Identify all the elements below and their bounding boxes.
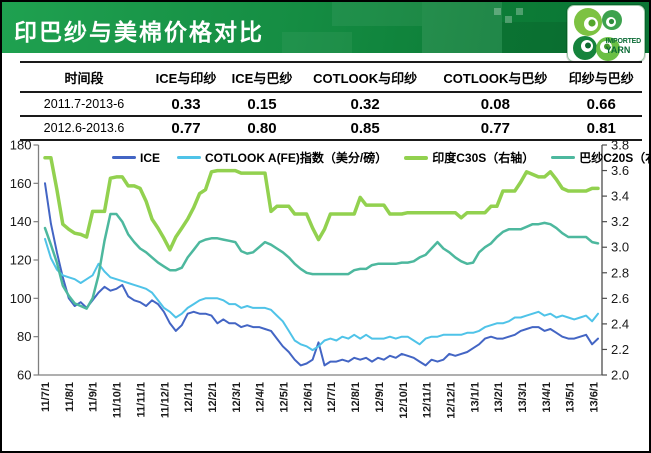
x-tick-label: 13/1/1 xyxy=(469,382,481,413)
x-tick-label: 12/8/1 xyxy=(350,382,362,413)
x-tick-label: 11/11/1 xyxy=(135,382,147,418)
chart-legend: ICE COTLOOK A(FE)指数（美分/磅） 印度C30S（右轴） 巴纱C20S… xyxy=(112,149,649,166)
series-right xyxy=(43,156,600,252)
header-dot xyxy=(516,8,523,15)
x-tick-label: 13/4/1 xyxy=(541,382,553,413)
right-tick-label: 2.4 xyxy=(611,316,629,331)
ratio-value-cell: 0.81 xyxy=(560,115,642,141)
legend-item: COTLOOK A(FE)指数（美分/磅） xyxy=(177,149,387,166)
legend-line-swatch xyxy=(404,155,429,160)
x-tick-label: 12/12/1 xyxy=(445,382,457,419)
x-tick-label: 12/4/1 xyxy=(255,382,267,413)
ratio-value-cell: 0.80 xyxy=(224,115,300,141)
right-tick-label: 2.6 xyxy=(611,291,629,306)
ratio-value-cell: 0.32 xyxy=(300,91,431,117)
ratio-value-cell: 0.66 xyxy=(560,91,642,117)
x-tick-label: 11/8/1 xyxy=(64,382,76,412)
legend-label: 印度C30S（右轴） xyxy=(432,151,535,165)
table-row: 2011.7-2013-6 0.33 0.15 0.32 0.08 0.66 xyxy=(20,91,642,117)
left-tick-label: 180 xyxy=(10,138,32,153)
x-tick-label: 12/3/1 xyxy=(231,382,243,413)
legend-item: 巴纱C20S（右轴） xyxy=(551,149,649,166)
table-header-cell: 印纱与巴纱 xyxy=(560,61,642,93)
right-tick-label: 3.2 xyxy=(611,214,629,229)
table-header-cell: 时间段 xyxy=(20,61,148,93)
right-tick-label: 3.6 xyxy=(611,163,629,178)
right-tick-label: 3.0 xyxy=(611,240,629,255)
table-header-row: 时间段 ICE与印纱 ICE与巴纱 COTLOOK与印纱 COTLOOK与巴纱 印纱与巴纱 xyxy=(20,61,642,93)
x-tick-label: 13/2/1 xyxy=(493,382,505,413)
x-tick-label: 11/12/1 xyxy=(159,382,171,418)
x-tick-label: 12/10/1 xyxy=(398,382,410,419)
legend-label: ICE xyxy=(140,150,161,165)
x-tick-label: 12/2/1 xyxy=(207,382,219,413)
left-tick-label: 140 xyxy=(10,214,32,229)
x-tick-label: 12/5/1 xyxy=(279,382,291,413)
x-tick-label: 11/10/1 xyxy=(112,382,124,418)
table-row: 2012.6-2013.6 0.77 0.80 0.85 0.77 0.81 xyxy=(20,115,642,141)
logo-text: IMPORTED YARN xyxy=(605,38,642,55)
header-mosaic xyxy=(332,2,422,26)
series-left xyxy=(44,182,599,367)
left-tick-label: 60 xyxy=(17,368,31,383)
x-tick-label: 12/6/1 xyxy=(302,382,314,413)
header-mosaic xyxy=(502,22,572,53)
x-tick-label: 12/1/1 xyxy=(183,382,195,413)
price-ratio-table: 时间段 ICE与印纱 ICE与巴纱 COTLOOK与印纱 COTLOOK与巴纱 印纱与巴纱… xyxy=(20,61,642,141)
header-mosaic xyxy=(282,32,352,53)
left-tick-label: 100 xyxy=(10,291,32,306)
legend-label: 巴纱C20S（右轴） xyxy=(579,151,649,165)
right-tick-label: 3.8 xyxy=(611,138,629,153)
table-header-cell: ICE与印纱 xyxy=(148,61,224,93)
legend-label: COTLOOK A(FE)指数（美分/磅） xyxy=(205,151,388,165)
ratio-value-cell: 0.85 xyxy=(300,115,431,141)
page-title: 印巴纱与美棉价格对比 xyxy=(14,19,264,45)
series-left xyxy=(44,237,599,352)
table-header-cell: COTLOOK与巴纱 xyxy=(430,61,561,93)
table-header-cell: COTLOOK与印纱 xyxy=(300,61,431,93)
logo-line2: YARN xyxy=(605,45,631,55)
header-dot xyxy=(494,8,501,15)
left-tick-label: 160 xyxy=(10,176,32,191)
period-cell: 2011.7-2013-6 xyxy=(20,91,148,117)
ratio-value-cell: 0.33 xyxy=(148,91,224,117)
right-tick-label: 2.8 xyxy=(611,265,629,280)
header-dot xyxy=(505,16,512,23)
table-body: 2011.7-2013-6 0.33 0.15 0.32 0.08 0.66 2012.6-… xyxy=(20,91,642,141)
x-tick-label: 13/3/1 xyxy=(517,382,529,413)
legend-item: ICE xyxy=(112,151,160,165)
legend-line-swatch xyxy=(551,156,576,159)
legend-line-swatch xyxy=(177,156,202,159)
clover-logo-icon xyxy=(573,8,622,61)
legend-item: 印度C30S（右轴） xyxy=(404,149,534,166)
x-tick-label: 12/11/1 xyxy=(422,382,434,418)
x-tick-label: 12/9/1 xyxy=(374,382,386,413)
left-tick-label: 120 xyxy=(10,253,32,268)
header-bar: 印巴纱与美棉价格对比 xyxy=(2,2,649,53)
series-right xyxy=(43,212,600,310)
period-cell: 2012.6-2013.6 xyxy=(20,115,148,141)
x-tick-label: 11/9/1 xyxy=(88,382,100,412)
logo-line1: IMPORTED xyxy=(605,38,642,45)
x-tick-label: 12/7/1 xyxy=(326,382,338,413)
legend-line-swatch xyxy=(112,156,136,159)
ratio-value-cell: 0.08 xyxy=(430,91,561,117)
left-tick-label: 80 xyxy=(17,329,31,344)
ratio-value-cell: 0.77 xyxy=(430,115,561,141)
x-tick-label: 11/7/1 xyxy=(40,382,52,412)
right-tick-label: 3.4 xyxy=(611,189,629,204)
table-header-cell: ICE与巴纱 xyxy=(224,61,300,93)
right-tick-label: 2.0 xyxy=(611,368,629,383)
header-mosaic xyxy=(422,2,502,53)
imported-yarn-logo: IMPORTED YARN xyxy=(567,5,645,62)
ratio-value-cell: 0.77 xyxy=(148,115,224,141)
x-tick-label: 13/6/1 xyxy=(589,382,601,413)
x-tick-label: 13/5/1 xyxy=(565,382,577,413)
right-tick-label: 2.2 xyxy=(611,342,629,357)
ratio-value-cell: 0.15 xyxy=(224,91,300,117)
